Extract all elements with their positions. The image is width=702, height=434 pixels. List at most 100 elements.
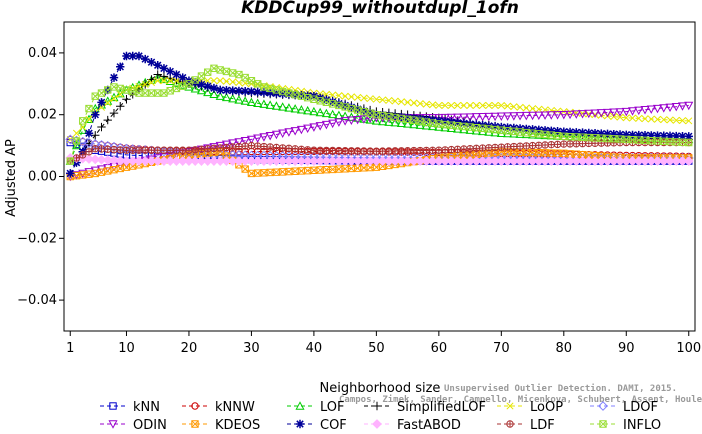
data-point-loop: [516, 103, 524, 111]
data-point-cof: [578, 128, 587, 137]
data-point-cof: [66, 169, 75, 178]
data-point-inflo: [154, 89, 162, 97]
data-point-ldf: [191, 146, 199, 154]
data-point-odin: [627, 107, 638, 116]
data-point-inflo: [191, 76, 199, 84]
data-point-loop: [104, 99, 112, 107]
data-point-cof: [403, 113, 412, 122]
data-point-inflo: [160, 89, 168, 97]
data-point-cof: [297, 91, 306, 100]
data-point-ldf: [72, 154, 81, 162]
data-point-inflo: [228, 69, 237, 77]
data-point-loop: [672, 116, 680, 124]
data-point-cof: [278, 89, 287, 99]
data-point-loop: [79, 123, 87, 131]
data-point-ldf: [85, 148, 93, 156]
data-point-ldf: [491, 143, 499, 152]
data-point-lof: [353, 113, 363, 122]
data-point-inflo: [247, 77, 256, 85]
data-point-loop: [454, 101, 462, 109]
data-point-ldf: [435, 146, 443, 154]
data-point-ldf: [79, 151, 87, 159]
legend: kNN kNNW LOF SimplifiedLOF LoOP LDOF ODIN KDEOS…: [100, 400, 661, 433]
data-point-loop: [441, 101, 449, 109]
data-point-ldf: [347, 147, 356, 155]
data-point-cof: [240, 87, 250, 96]
legend-item-inflo: INFLO: [590, 418, 661, 433]
data-point-loop: [660, 116, 668, 124]
data-point-loop: [204, 77, 212, 85]
data-point-odin: [453, 113, 463, 123]
data-point-odin: [602, 108, 613, 118]
data-point-ldf: [141, 146, 149, 154]
y-tick-label: 0.04: [28, 46, 57, 61]
data-point-loop: [547, 106, 555, 114]
data-point-ldf: [197, 145, 206, 153]
data-point-odin: [471, 113, 481, 122]
data-point-cof: [590, 129, 600, 138]
legend-label: FastABOD: [397, 418, 461, 433]
x-tick-label: 10: [118, 341, 135, 356]
data-point-loop: [616, 113, 624, 121]
data-point-odin: [553, 111, 563, 120]
data-point-odin: [315, 122, 325, 131]
data-point-cof: [565, 127, 575, 137]
data-point-ldf: [291, 145, 299, 153]
legend-label: ODIN: [133, 418, 167, 433]
data-point-cof: [584, 128, 593, 138]
data-point-ldf: [453, 145, 462, 153]
data-point-odin: [278, 129, 288, 138]
data-point-ldf: [154, 146, 162, 154]
data-point-lof: [228, 93, 238, 103]
legend-marker: [191, 402, 199, 410]
y-axis-label: Adjusted AP: [4, 139, 19, 217]
legend-item-ldf: LDF: [497, 418, 555, 433]
data-point-loop: [628, 114, 637, 122]
data-point-ldf: [129, 146, 137, 154]
data-point-cof: [253, 87, 262, 97]
data-point-ldf: [503, 143, 512, 151]
legend-marker: [191, 420, 199, 428]
x-tick-label: 40: [306, 341, 323, 356]
data-point-ldf: [553, 140, 562, 148]
data-point-loop: [416, 100, 424, 108]
data-point-cof: [190, 78, 200, 87]
data-point-odin: [652, 104, 663, 114]
data-point-cof: [597, 129, 606, 138]
data-point-odin: [309, 123, 319, 132]
data-point-odin: [609, 108, 619, 117]
data-point-cof: [209, 83, 219, 93]
data-point-loop: [329, 91, 337, 99]
data-point-odin: [665, 103, 675, 113]
data-point-odin: [528, 111, 538, 121]
data-point-inflo: [172, 84, 181, 93]
data-point-odin: [515, 112, 525, 121]
data-point-loop: [641, 115, 649, 123]
data-point-odin: [565, 110, 575, 120]
data-point-kdeos: [241, 165, 249, 173]
data-point-ldf: [522, 142, 531, 150]
data-point-ldf: [266, 143, 274, 151]
data-point-lof: [340, 111, 350, 120]
data-point-lof: [328, 109, 338, 119]
legend-label: KDEOS: [215, 418, 260, 433]
data-point-ldf: [216, 144, 224, 152]
data-point-loop: [341, 92, 349, 100]
data-point-ldf: [478, 144, 487, 152]
data-point-loop: [678, 117, 687, 125]
data-point-cof: [628, 130, 637, 140]
data-point-cof: [328, 97, 337, 106]
data-point-loop: [622, 114, 630, 122]
data-point-cof: [397, 112, 406, 122]
data-point-odin: [303, 124, 313, 134]
data-point-cof: [547, 126, 556, 135]
data-point-lof: [534, 130, 544, 139]
x-tick-label: 30: [243, 341, 260, 356]
data-point-fastabod: [109, 155, 119, 166]
data-point-simplifiedlof: [159, 72, 169, 81]
data-point-ldf: [166, 146, 174, 154]
data-point-inflo: [235, 70, 243, 79]
data-point-lof: [296, 104, 306, 114]
data-point-ldf: [160, 146, 168, 154]
